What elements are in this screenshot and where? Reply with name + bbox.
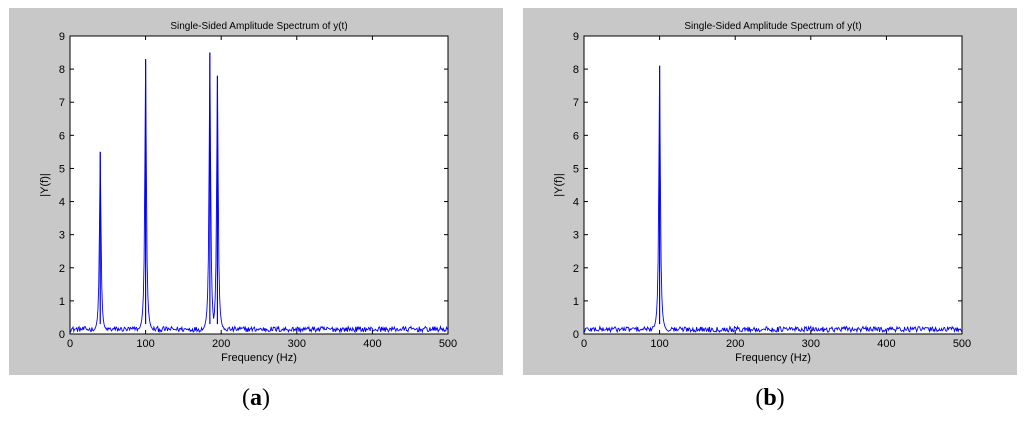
plot-area bbox=[583, 35, 963, 335]
caption-b-letter: b bbox=[763, 385, 777, 411]
spectrum-chart-b: Single-Sided Amplitude Spectrum of y(t) 0… bbox=[553, 21, 971, 364]
y-tick-label: 5 bbox=[59, 163, 65, 175]
x-tick-label: 500 bbox=[953, 338, 971, 350]
y-tick-label: 5 bbox=[573, 163, 579, 175]
y-tick-label: 1 bbox=[573, 296, 579, 308]
figure-panel-a: Single-Sided Amplitude Spectrum of y(t) 0… bbox=[9, 8, 503, 375]
x-tick-label: 100 bbox=[136, 338, 154, 350]
x-tick-label: 0 bbox=[581, 338, 587, 350]
x-tick-label: 200 bbox=[726, 338, 744, 350]
x-tick-label: 0 bbox=[67, 338, 73, 350]
y-tick-label: 7 bbox=[59, 97, 65, 109]
y-tick-label: 2 bbox=[59, 263, 65, 275]
chart-title: Single-Sided Amplitude Spectrum of y(t) bbox=[684, 21, 861, 32]
y-tick-label: 0 bbox=[573, 329, 579, 341]
caption-b: (b) bbox=[755, 385, 785, 411]
x-tick-label: 300 bbox=[288, 338, 306, 350]
x-tick-label: 400 bbox=[877, 338, 895, 350]
y-tick-label: 9 bbox=[573, 31, 579, 43]
x-tick-label: 100 bbox=[650, 338, 668, 350]
x-tick-label: 300 bbox=[802, 338, 820, 350]
spectrum-line bbox=[69, 52, 449, 334]
y-tick-label: 3 bbox=[573, 230, 579, 242]
y-tick-label: 2 bbox=[573, 263, 579, 275]
y-axis-label: |Y(f)| bbox=[39, 173, 51, 196]
y-tick-label: 6 bbox=[59, 130, 65, 142]
plot-area bbox=[69, 35, 449, 335]
y-tick-label: 8 bbox=[573, 64, 579, 76]
spectrum-chart-a: Single-Sided Amplitude Spectrum of y(t) 0… bbox=[39, 21, 457, 364]
caption-a: (a) bbox=[242, 385, 270, 411]
y-tick-label: 3 bbox=[59, 230, 65, 242]
spectrum-line bbox=[583, 65, 963, 334]
x-tick-label: 200 bbox=[212, 338, 230, 350]
y-tick-label: 4 bbox=[59, 197, 65, 209]
y-tick-label: 6 bbox=[573, 130, 579, 142]
y-tick-label: 8 bbox=[59, 64, 65, 76]
caption-a-letter: a bbox=[250, 385, 262, 411]
x-axis-label: Frequency (Hz) bbox=[221, 352, 297, 364]
x-tick-label: 500 bbox=[439, 338, 457, 350]
y-tick-label: 9 bbox=[59, 31, 65, 43]
y-tick-label: 4 bbox=[573, 197, 579, 209]
chart-title: Single-Sided Amplitude Spectrum of y(t) bbox=[170, 21, 347, 32]
y-axis-label: |Y(f)| bbox=[553, 173, 565, 196]
x-tick-label: 400 bbox=[363, 338, 381, 350]
y-tick-label: 0 bbox=[59, 329, 65, 341]
y-tick-label: 7 bbox=[573, 97, 579, 109]
figure-panel-b: Single-Sided Amplitude Spectrum of y(t) 0… bbox=[523, 8, 1017, 375]
x-axis-label: Frequency (Hz) bbox=[735, 352, 811, 364]
y-tick-label: 1 bbox=[59, 296, 65, 308]
